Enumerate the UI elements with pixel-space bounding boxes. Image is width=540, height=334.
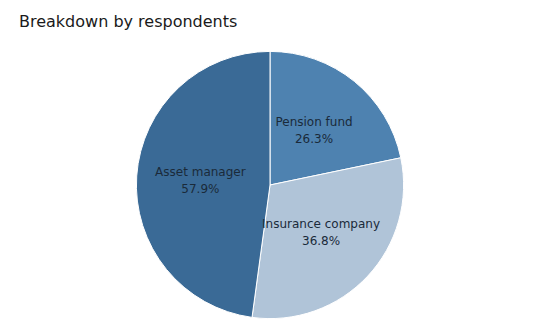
svg-text:36.8%: 36.8% <box>302 234 340 248</box>
svg-text:26.3%: 26.3% <box>295 132 333 146</box>
svg-text:Insurance company: Insurance company <box>262 217 380 231</box>
svg-text:Breakdown by respondents: Breakdown by respondents <box>19 12 237 31</box>
svg-text:Asset manager: Asset manager <box>155 165 246 179</box>
svg-text:57.9%: 57.9% <box>181 182 219 196</box>
svg-text:Pension fund: Pension fund <box>275 115 352 129</box>
